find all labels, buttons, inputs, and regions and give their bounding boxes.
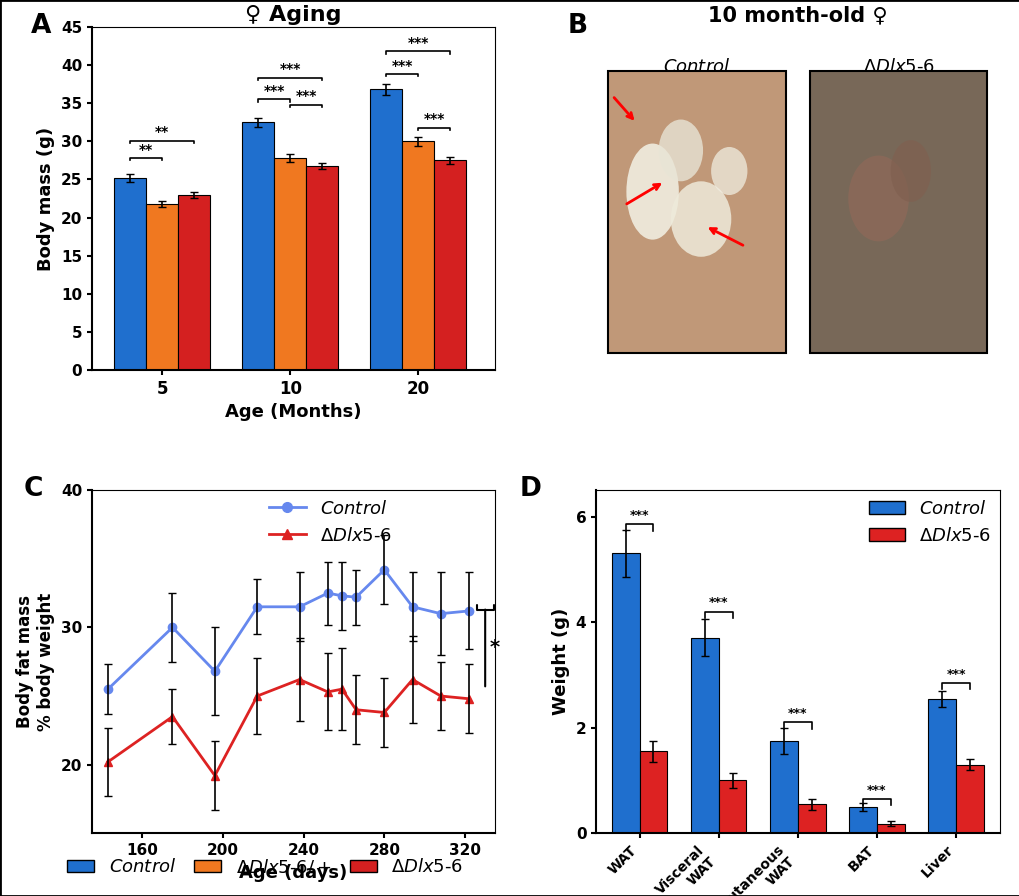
Text: ***: ***	[423, 112, 444, 126]
Text: ***: ***	[296, 89, 317, 103]
Ellipse shape	[658, 119, 702, 181]
Text: B: B	[568, 13, 587, 39]
Bar	[718, 780, 746, 833]
Text: *: *	[489, 639, 499, 658]
Legend: $\mathit{Control}$, $\mathit{\Delta Dlx5\text{-}6}$: $\mathit{Control}$, $\mathit{\Delta Dlx5…	[861, 492, 998, 552]
Bar	[370, 90, 403, 370]
Text: ***: ***	[788, 707, 807, 720]
Bar	[639, 752, 666, 833]
Text: ***: ***	[630, 509, 649, 522]
Title: 10 month-old ♀: 10 month-old ♀	[707, 5, 887, 25]
Bar	[114, 178, 146, 370]
Y-axis label: Body mass (g): Body mass (g)	[37, 126, 55, 271]
Text: C: C	[23, 477, 43, 503]
Bar	[611, 554, 639, 833]
X-axis label: Age (Months): Age (Months)	[225, 403, 362, 421]
Text: ***: ***	[263, 84, 284, 98]
Text: ***: ***	[866, 784, 886, 797]
Bar	[403, 142, 434, 370]
Bar	[809, 72, 986, 353]
Bar	[769, 741, 797, 833]
Bar	[306, 166, 338, 370]
Text: ***: ***	[408, 36, 429, 50]
Text: $\mathit{Control}$: $\mathit{Control}$	[662, 57, 730, 76]
Text: ***: ***	[391, 58, 413, 73]
Y-axis label: Weight (g): Weight (g)	[551, 608, 570, 715]
Legend: $\mathit{Control}$, $\mathit{\Delta Dlx5\text{-}6}$: $\mathit{Control}$, $\mathit{\Delta Dlx5…	[262, 492, 398, 552]
Bar	[876, 823, 904, 833]
Bar	[927, 699, 955, 833]
Ellipse shape	[890, 140, 930, 202]
Legend: $\mathit{Control}$, $\mathit{\Delta Dlx5\text{-}6/+}$, $\mathit{\Delta Dlx5\text: $\mathit{Control}$, $\mathit{\Delta Dlx5…	[60, 850, 470, 883]
Text: ***: ***	[279, 63, 301, 76]
Text: **: **	[139, 142, 153, 157]
Bar	[797, 805, 824, 833]
Ellipse shape	[671, 181, 731, 257]
Ellipse shape	[848, 156, 908, 241]
Text: **: **	[155, 125, 169, 139]
Text: A: A	[32, 13, 52, 39]
X-axis label: Age (days): Age (days)	[239, 864, 347, 882]
Ellipse shape	[710, 147, 747, 195]
Bar	[607, 72, 785, 353]
Bar	[243, 122, 274, 370]
Title: ♀ Aging: ♀ Aging	[245, 5, 341, 25]
Text: D: D	[519, 477, 541, 503]
Bar	[434, 160, 466, 370]
Text: ***: ***	[946, 668, 965, 681]
Text: $\mathit{\Delta Dlx5\text{-}6}$: $\mathit{\Delta Dlx5\text{-}6}$	[862, 57, 933, 76]
Text: ***: ***	[708, 597, 728, 609]
Bar	[178, 194, 210, 370]
Ellipse shape	[626, 143, 679, 239]
Bar	[691, 638, 718, 833]
Bar	[955, 764, 982, 833]
Y-axis label: Body fat mass
% body weight: Body fat mass % body weight	[16, 592, 55, 731]
Bar	[849, 807, 876, 833]
Bar	[274, 158, 306, 370]
Bar	[146, 203, 178, 370]
